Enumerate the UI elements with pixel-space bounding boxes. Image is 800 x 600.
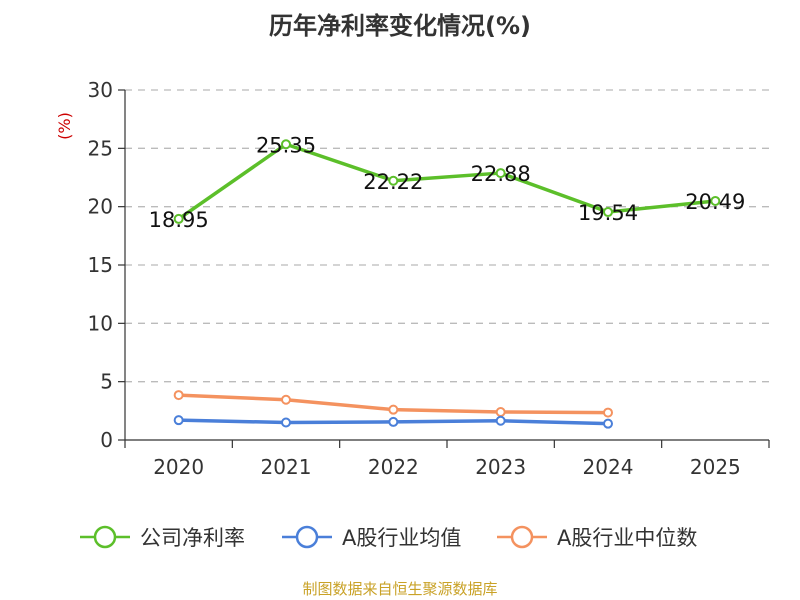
series-lines [173,139,721,429]
legend-label: A股行业均值 [342,526,461,550]
x-tick-label: 2020 [153,455,204,479]
data-point [603,407,613,418]
data-point [281,139,291,150]
x-tick-label: 2023 [475,455,526,479]
data-label: 25.35 [256,133,316,157]
data-point [495,407,506,417]
chart-title: 历年净利率变化情况(%) [269,12,531,40]
y-tick-label: 30 [88,78,113,102]
y-tick-label: 5 [100,370,113,394]
x-tick-label: 2025 [690,455,741,479]
data-label: 20.49 [685,190,745,214]
legend-marker [295,525,319,549]
data-point [388,175,399,186]
x-tick-label: 2021 [261,455,312,479]
y-tick-label: 0 [100,428,113,452]
data-point [281,417,291,428]
series-line-0 [177,142,716,221]
legend-label: A股行业中位数 [557,526,697,550]
y-tick-label: 25 [88,136,113,160]
data-point [388,404,399,415]
y-tick-label: 15 [88,253,113,277]
data-point [710,195,721,206]
data-point [388,416,399,427]
data-label: 19.54 [578,201,638,225]
y-unit-label: (%) [55,112,74,140]
data-label: 22.88 [471,162,531,186]
y-tick-label: 10 [88,311,113,335]
data-point [603,207,613,218]
x-tick-label: 2022 [368,455,419,479]
data-point [173,415,184,426]
source-note: 制图数据来自恒生聚源数据库 [302,580,498,598]
data-point [173,390,184,401]
grid-lines [125,89,769,383]
legend-marker [510,525,534,549]
x-tick-label: 2024 [583,455,634,479]
legend-marker [93,525,117,549]
legend-label: 公司净利率 [140,526,245,550]
data-point [281,394,291,405]
data-label: 22.22 [363,170,423,194]
legend-item-1: A股行业均值 [282,525,461,550]
data-labels: 18.95 25.35 22.22 22.88 19.54 20.49 [149,133,746,232]
data-point [603,418,613,429]
data-point [173,213,184,224]
data-point [495,415,506,426]
legend-item-2: A股行业中位数 [497,525,697,550]
legend: 公司净利率 A股行业均值 A股行业中位数 [80,525,697,550]
data-label: 18.95 [149,208,209,232]
data-point [495,168,506,179]
legend-item-0: 公司净利率 [80,525,245,550]
y-tick-label: 20 [88,195,113,219]
